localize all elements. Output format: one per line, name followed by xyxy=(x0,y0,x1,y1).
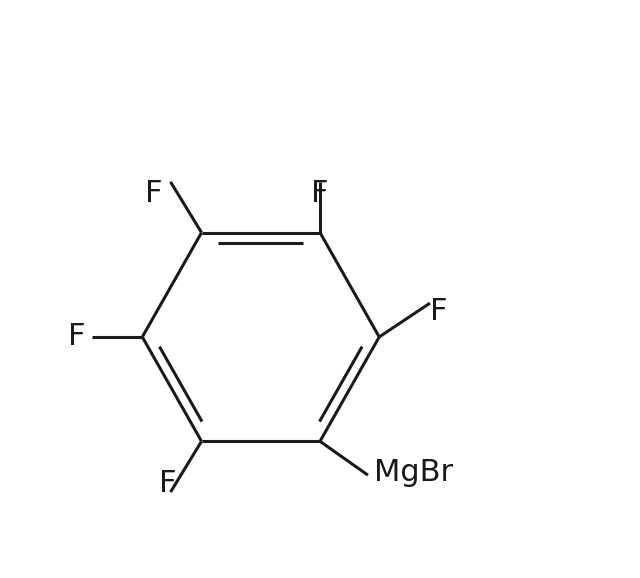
Text: F: F xyxy=(145,179,162,208)
Text: F: F xyxy=(430,298,447,327)
Text: F: F xyxy=(68,323,86,351)
Text: F: F xyxy=(159,469,177,498)
Text: MgBr: MgBr xyxy=(374,458,452,487)
Text: F: F xyxy=(311,179,329,208)
